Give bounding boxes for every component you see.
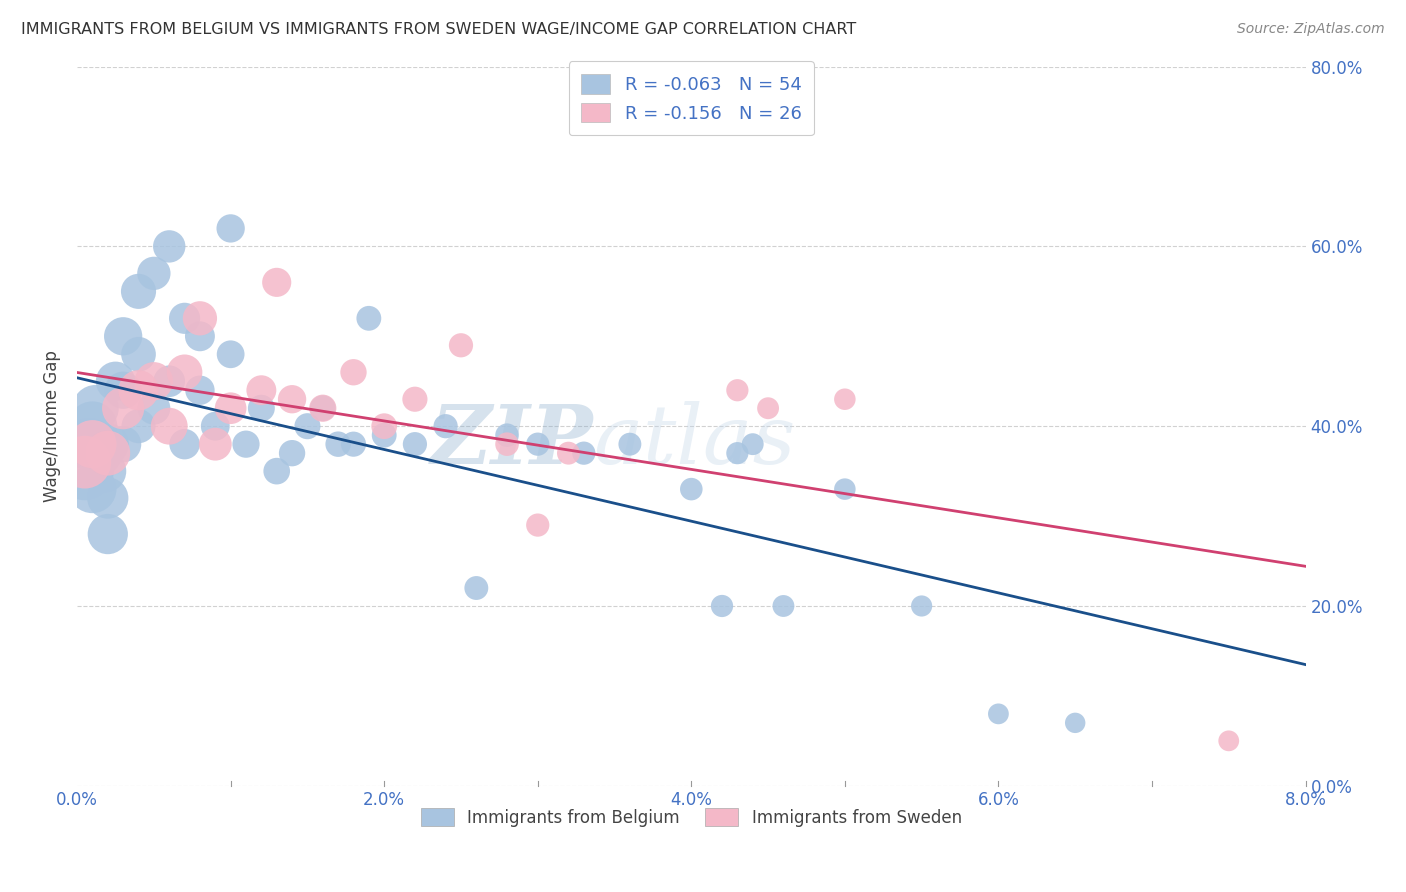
Point xyxy=(188,329,211,343)
Point xyxy=(725,383,748,397)
Point xyxy=(173,365,195,379)
Point xyxy=(204,437,226,451)
Point xyxy=(526,437,548,451)
Text: atlas: atlas xyxy=(593,401,796,481)
Text: Source: ZipAtlas.com: Source: ZipAtlas.com xyxy=(1237,22,1385,37)
Point xyxy=(204,419,226,434)
Y-axis label: Wage/Income Gap: Wage/Income Gap xyxy=(44,351,60,502)
Point xyxy=(128,285,150,299)
Point xyxy=(281,392,304,407)
Point xyxy=(188,311,211,326)
Point xyxy=(112,383,135,397)
Point xyxy=(84,401,107,416)
Point xyxy=(312,401,335,416)
Point xyxy=(97,527,120,541)
Point xyxy=(142,266,165,280)
Point xyxy=(373,428,395,442)
Point xyxy=(188,383,211,397)
Point xyxy=(219,347,242,361)
Point xyxy=(711,599,734,613)
Point xyxy=(173,311,195,326)
Point xyxy=(357,311,380,326)
Point xyxy=(373,419,395,434)
Point xyxy=(173,437,195,451)
Point xyxy=(987,706,1010,721)
Point xyxy=(266,464,288,478)
Point xyxy=(142,374,165,388)
Point xyxy=(128,383,150,397)
Point xyxy=(572,446,595,460)
Point xyxy=(235,437,257,451)
Point xyxy=(772,599,794,613)
Point xyxy=(97,437,120,451)
Point xyxy=(128,419,150,434)
Point xyxy=(404,392,426,407)
Point xyxy=(219,401,242,416)
Point xyxy=(112,401,135,416)
Point xyxy=(756,401,779,416)
Point xyxy=(526,518,548,533)
Point xyxy=(465,581,488,595)
Point xyxy=(450,338,472,352)
Legend: Immigrants from Belgium, Immigrants from Sweden: Immigrants from Belgium, Immigrants from… xyxy=(412,800,970,835)
Point xyxy=(297,419,319,434)
Point xyxy=(496,428,519,442)
Point xyxy=(1064,715,1087,730)
Point xyxy=(312,401,335,416)
Point xyxy=(342,365,364,379)
Point xyxy=(1218,734,1240,748)
Point xyxy=(434,419,457,434)
Point xyxy=(128,347,150,361)
Point xyxy=(281,446,304,460)
Point xyxy=(97,446,120,460)
Point xyxy=(157,239,180,253)
Point xyxy=(157,419,180,434)
Point xyxy=(104,374,127,388)
Point xyxy=(82,437,104,451)
Point xyxy=(79,437,101,451)
Point xyxy=(557,446,579,460)
Point xyxy=(681,482,703,496)
Point xyxy=(266,276,288,290)
Point xyxy=(89,446,111,460)
Point xyxy=(97,491,120,505)
Point xyxy=(82,419,104,434)
Text: IMMIGRANTS FROM BELGIUM VS IMMIGRANTS FROM SWEDEN WAGE/INCOME GAP CORRELATION CH: IMMIGRANTS FROM BELGIUM VS IMMIGRANTS FR… xyxy=(21,22,856,37)
Point xyxy=(219,221,242,235)
Point xyxy=(834,482,856,496)
Point xyxy=(741,437,763,451)
Point xyxy=(496,437,519,451)
Text: ZIP: ZIP xyxy=(430,401,593,481)
Point xyxy=(112,329,135,343)
Point xyxy=(250,383,273,397)
Point xyxy=(725,446,748,460)
Point xyxy=(112,437,135,451)
Point xyxy=(342,437,364,451)
Point xyxy=(404,437,426,451)
Point xyxy=(326,437,349,451)
Point xyxy=(250,401,273,416)
Point xyxy=(73,464,96,478)
Point xyxy=(911,599,934,613)
Point xyxy=(93,464,115,478)
Point xyxy=(73,455,96,469)
Point xyxy=(619,437,641,451)
Point xyxy=(82,482,104,496)
Point xyxy=(142,401,165,416)
Point xyxy=(834,392,856,407)
Point xyxy=(157,374,180,388)
